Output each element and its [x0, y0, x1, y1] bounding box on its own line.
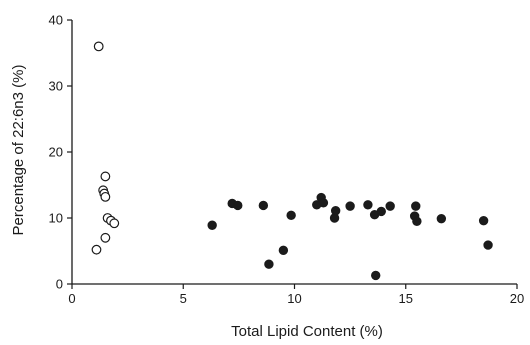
filled-data-point — [258, 200, 269, 211]
filled-data-point — [363, 200, 373, 210]
y-tick-label: 30 — [49, 79, 63, 94]
filled-data-point — [330, 206, 341, 216]
open-data-point — [100, 191, 111, 202]
x-tick-label: 5 — [180, 291, 187, 306]
filled-data-point — [385, 201, 395, 211]
x-tick-label: 0 — [68, 291, 75, 306]
filled-data-point — [233, 200, 243, 211]
filled-data-point — [278, 245, 289, 256]
open-data-point — [93, 41, 104, 52]
filled-data-point — [436, 213, 447, 224]
filled-data-point — [345, 201, 355, 211]
tick-labels: 0 5 10 15 20 0 10 20 30 40 — [49, 13, 525, 307]
filled-data-point — [371, 270, 381, 281]
x-tick-label: 15 — [399, 291, 413, 306]
y-tick-label: 20 — [49, 145, 63, 160]
filled-data-point — [411, 201, 421, 211]
y-axis-title: Percentage of 22:6n3 (%) — [10, 65, 27, 236]
filled-data-point — [318, 198, 329, 208]
y-tick-label: 40 — [49, 13, 63, 28]
open-data-point — [100, 232, 111, 243]
x-axis-title: Total Lipid Content (%) — [231, 323, 383, 340]
filled-data-point — [412, 216, 422, 227]
filled-data-point — [376, 206, 386, 217]
x-tick-label: 20 — [510, 291, 524, 306]
x-tick-label: 10 — [287, 291, 301, 306]
data-points — [91, 41, 493, 281]
filled-data-point — [264, 259, 274, 269]
filled-data-point — [483, 240, 493, 250]
open-data-point — [109, 218, 120, 229]
filled-data-point — [207, 220, 217, 230]
open-data-point — [100, 171, 111, 182]
filled-data-point — [478, 215, 489, 226]
y-tick-label: 0 — [56, 277, 63, 292]
open-data-point — [91, 244, 102, 255]
filled-data-point — [286, 210, 296, 221]
y-tick-label: 10 — [49, 211, 63, 226]
axes — [71, 20, 517, 285]
tick-marks — [67, 19, 518, 289]
